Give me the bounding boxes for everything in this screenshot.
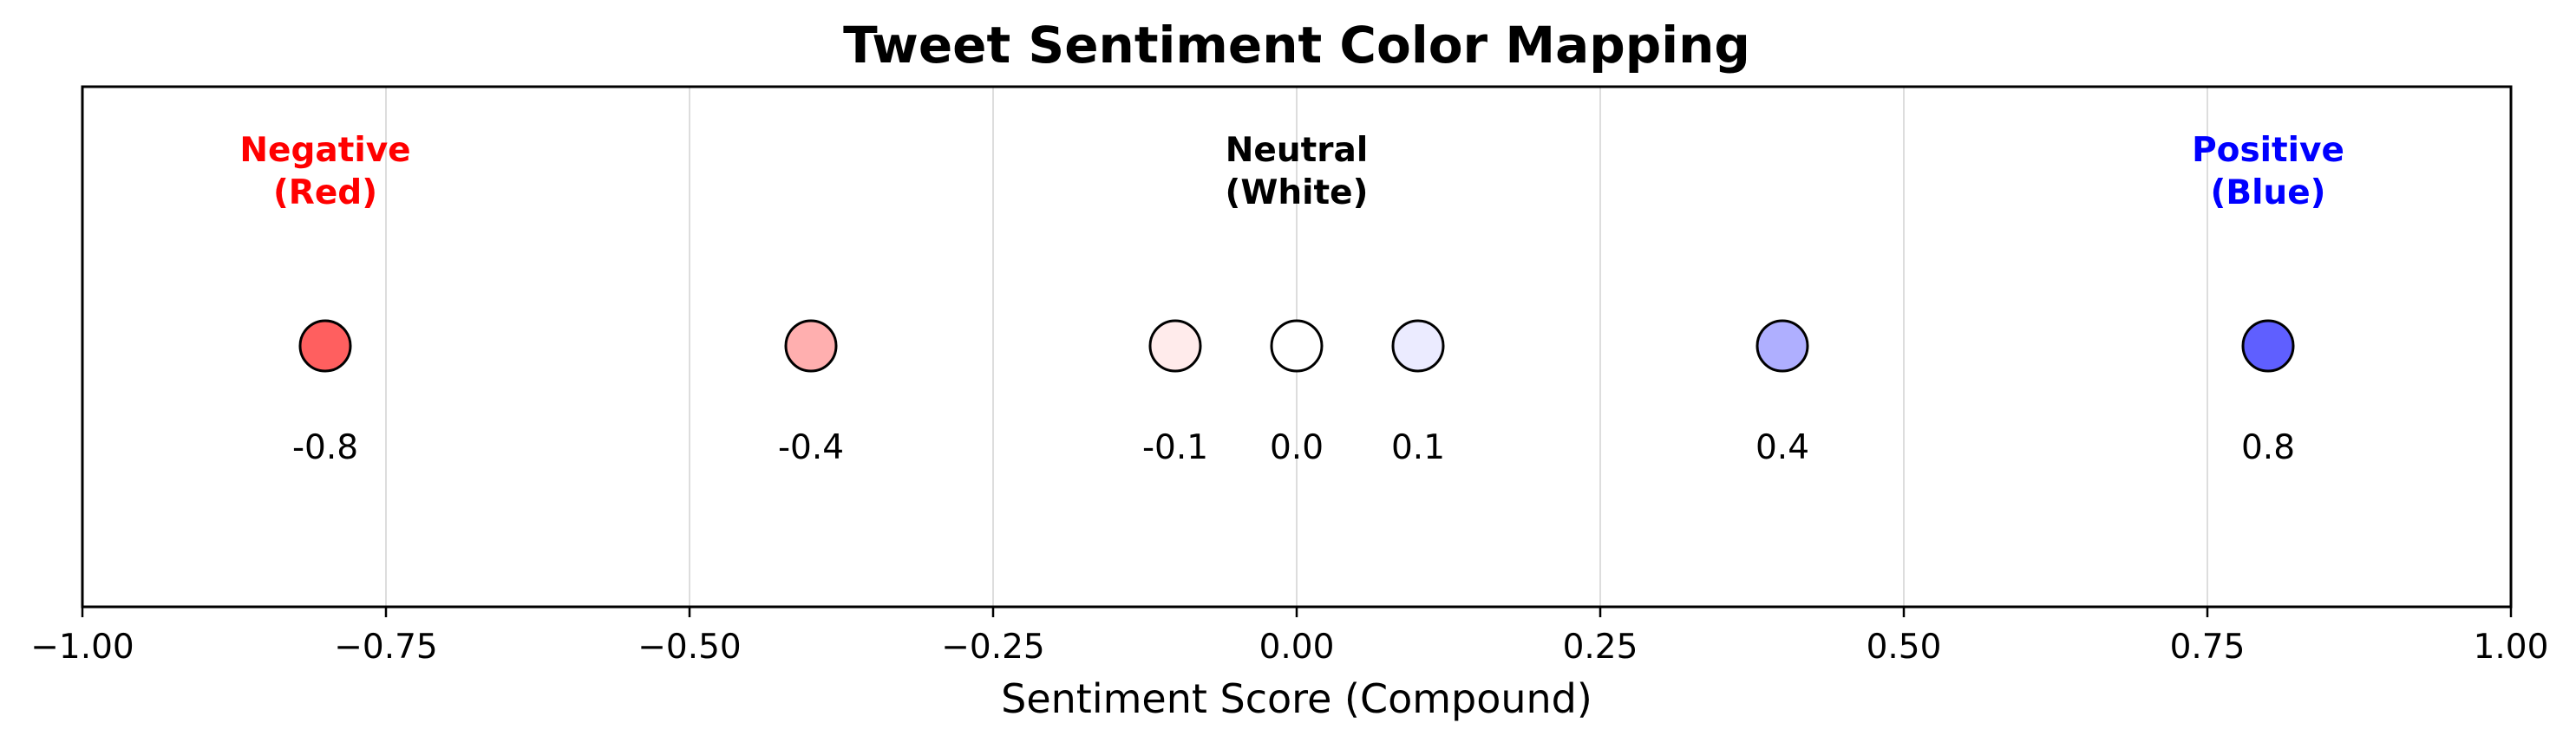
x-axis-ticks: −1.00 −0.75 −0.50 −0.25 0.00 0.25 0.50 0.75 1.00 <box>30 607 2548 667</box>
x-tick-label: −0.25 <box>941 628 1045 667</box>
category-annotation: (Blue) <box>2211 173 2326 212</box>
sentiment-point <box>298 319 352 373</box>
point-value-label: -0.1 <box>1142 428 1208 467</box>
x-tick-label: 0.00 <box>1259 628 1335 667</box>
x-tick-label: −1.00 <box>30 628 134 667</box>
x-tick-label: 0.25 <box>1563 628 1638 667</box>
point-value-label: 0.1 <box>1391 428 1445 467</box>
data-points: -0.8 -0.4 -0.1 0.0 0.1 0.4 0.8 <box>292 319 2295 467</box>
point-value-label: 0.4 <box>1755 428 1809 467</box>
x-tick-label: −0.50 <box>637 628 742 667</box>
x-tick-label: 0.75 <box>2170 628 2246 667</box>
category-annotation: Neutral <box>1226 131 1368 170</box>
sentiment-point <box>1270 319 1324 373</box>
point-value-label: 0.0 <box>1270 428 1324 467</box>
category-annotation: (White) <box>1226 173 1369 212</box>
category-annotation: Positive <box>2192 131 2344 170</box>
x-axis-label: Sentiment Score (Compound) <box>1001 675 1592 722</box>
category-annotation: Negative <box>239 131 410 170</box>
sentiment-point <box>1391 319 1445 373</box>
sentiment-point <box>784 319 838 373</box>
category-annotation: (Red) <box>273 173 377 212</box>
x-tick-label: 1.00 <box>2474 628 2549 667</box>
point-value-label: 0.8 <box>2241 428 2295 467</box>
annotations: Negative(Red) Neutral(White) Positive(Blue… <box>239 131 2344 212</box>
point-value-label: -0.8 <box>292 428 358 467</box>
sentiment-point <box>2241 319 2295 373</box>
sentiment-point <box>1755 319 1809 373</box>
x-tick-label: −0.75 <box>334 628 438 667</box>
sentiment-point <box>1148 319 1202 373</box>
grid-lines <box>385 87 2208 607</box>
x-tick-label: 0.50 <box>1867 628 1942 667</box>
point-value-label: -0.4 <box>778 428 844 467</box>
chart-title: Tweet Sentiment Color Mapping <box>843 16 1750 75</box>
